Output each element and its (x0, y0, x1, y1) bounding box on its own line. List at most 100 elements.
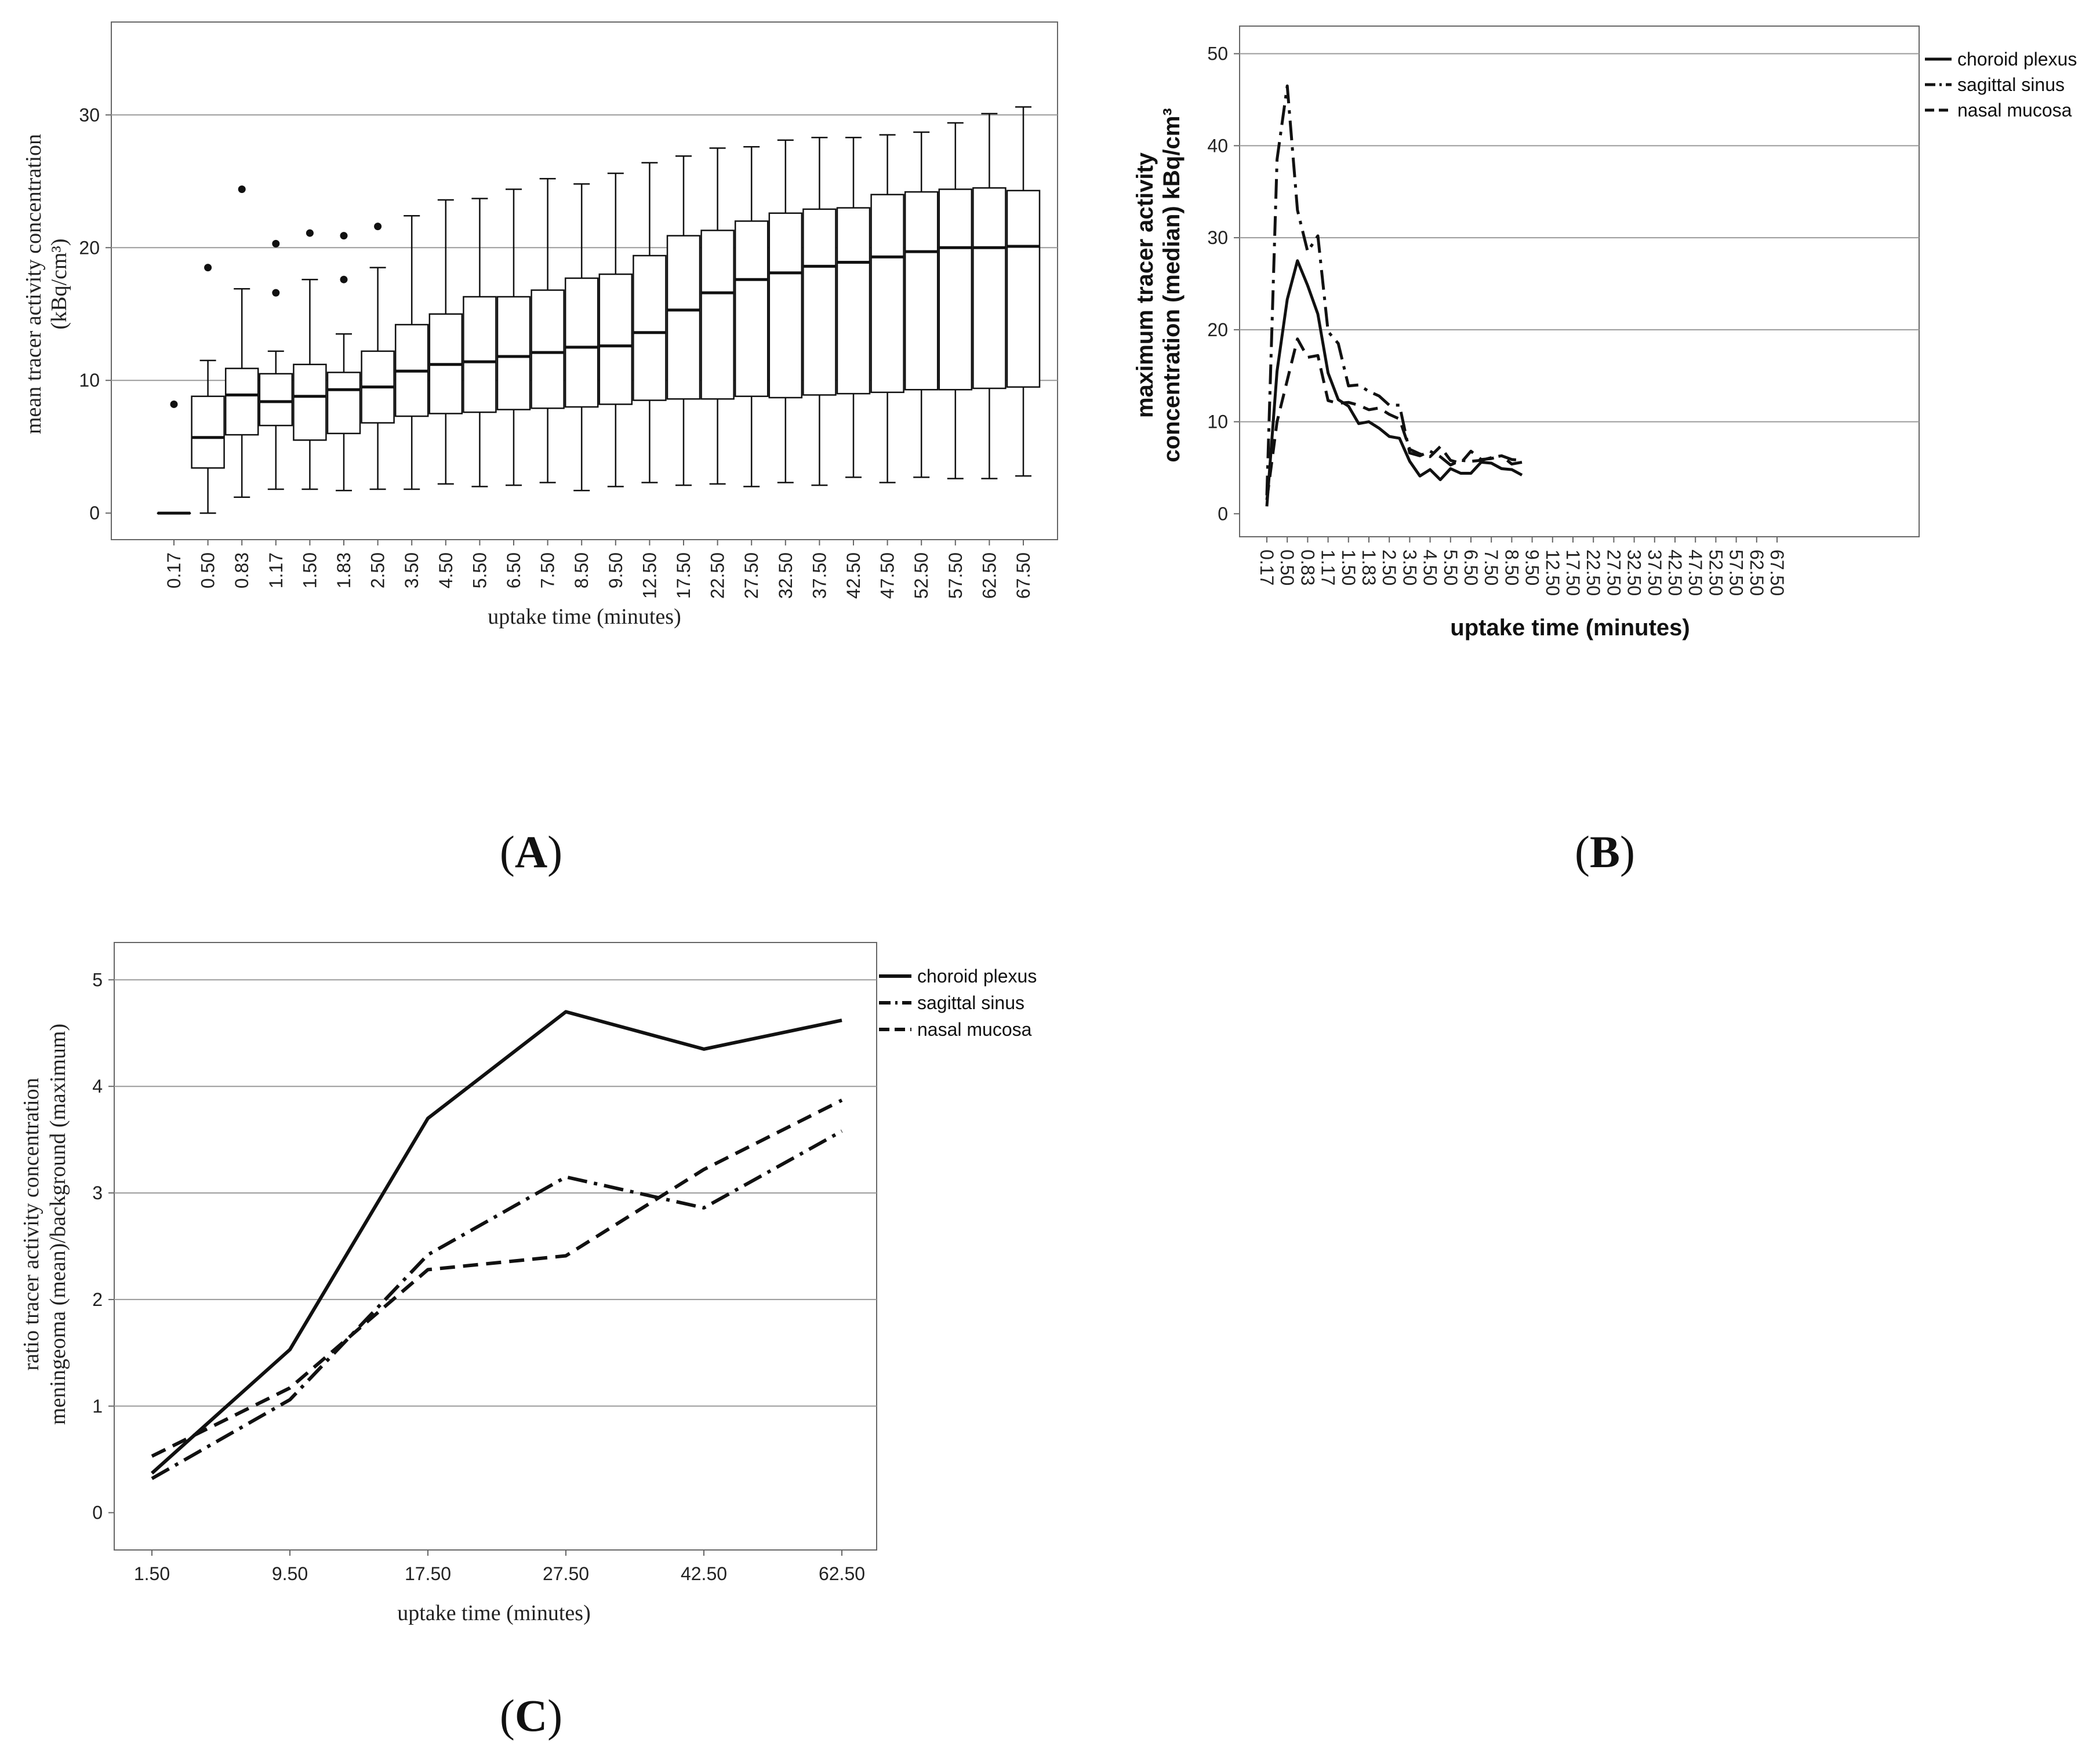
panel-b-xtick-label: 22.50 (1583, 550, 1604, 596)
panel-c-series-choroid-plexus (150, 1010, 842, 1475)
panel-c-legend-label: sagittal sinus (917, 992, 1024, 1013)
panel-b-xtick-label: 0.50 (1277, 550, 1298, 585)
panel-a-xtick-label: 4.50 (435, 552, 456, 588)
panel-a-box-67-50 (1006, 106, 1041, 477)
panel-a-ytick-label: 30 (79, 104, 100, 125)
panel-a-xtick-label: 57.50 (945, 552, 966, 599)
panel-b-xtick-label: 27.50 (1603, 550, 1624, 596)
panel-b-ytick-label: 30 (1207, 227, 1228, 248)
panel-c-series-sagittal-sinus (151, 1129, 843, 1480)
panel-a-box-0-50 (191, 264, 225, 514)
panel-a-box-iqr (531, 289, 565, 409)
panel-a-box-iqr (598, 273, 633, 405)
panel-a-box-12-50 (633, 162, 667, 483)
panel-b-ytick-label: 20 (1207, 319, 1228, 340)
panel-a-xtick-label: 47.50 (877, 552, 898, 599)
panel-a-outlier-point (340, 275, 348, 283)
panel-b-xtick-label: 8.50 (1501, 550, 1522, 585)
panel-c-xtick-label: 62.50 (819, 1563, 865, 1584)
panel-b-ytick-label: 50 (1207, 43, 1228, 64)
panel-a-box-iqr (293, 363, 327, 441)
panel-b-xtick-label: 17.50 (1563, 550, 1583, 596)
panel-a-box-iqr (768, 212, 803, 399)
panel-a-xtick-label: 42.50 (843, 552, 864, 599)
panel-b-xtick-label: 6.50 (1460, 550, 1481, 585)
panel-b-xtick-label: 7.50 (1481, 550, 1502, 585)
panel-b-legend: choroid plexus sagittal sinus nasal mucosa (1925, 49, 2077, 121)
panel-a-outlier-point (374, 223, 382, 231)
panel-a-xlabel: uptake time (minutes) (488, 605, 681, 629)
panel-b-plot-area (1239, 26, 1920, 537)
panel-a-xtick-label: 37.50 (809, 552, 830, 599)
panel-a-box-iqr (259, 373, 293, 427)
panel-b-ylabel-line2: concentration (median) kBq/cm³ (1159, 108, 1185, 462)
panel-a-box-52-50 (904, 131, 939, 478)
panel-c-xtick-label: 9.50 (272, 1563, 308, 1584)
panel-a-box-iqr (633, 254, 667, 401)
panel-b-xtick-label: 1.17 (1318, 550, 1339, 585)
panel-a-box-57-50 (938, 122, 973, 479)
panel-c-caption: (C) (500, 1690, 562, 1741)
panel-b-xtick-label: 1.50 (1338, 550, 1359, 585)
panel-a-outlier-point (204, 264, 212, 272)
panel-b-xtick-label: 37.50 (1644, 550, 1665, 596)
panel-b-xtick-label: 67.50 (1767, 550, 1787, 596)
panel-b-ytick-label: 10 (1207, 412, 1228, 432)
panel-a-box-iqr (938, 188, 973, 391)
panel-a-box-8-50 (564, 183, 599, 492)
panel-a-box-37-50 (802, 136, 837, 486)
panel-a-box-iqr (802, 208, 837, 396)
panel-a-box-iqr (496, 296, 531, 410)
panel-a-xtick-label: 1.83 (333, 552, 354, 588)
panel-a-box-1-50 (293, 229, 327, 490)
panel-a-outlier-point (340, 232, 348, 240)
panel-a-ytick-label: 20 (79, 237, 100, 258)
panel-a-ylabel-line2: (kBq/cm³) (47, 238, 71, 329)
panel-a-xtick-label: 0.83 (231, 552, 252, 588)
panel-a-ytick-label: 0 (89, 503, 100, 523)
panel-b-xtick-label: 42.50 (1665, 550, 1685, 596)
panel-a-box-3-50 (394, 215, 429, 490)
panel-a-xtick-label: 2.50 (368, 552, 388, 588)
panel-b-xtick-label: 62.50 (1746, 550, 1767, 596)
panel-c-ylabel-line1: ratio tracer activity concentration (19, 1078, 43, 1370)
panel-a-xtick-label: 52.50 (911, 552, 932, 599)
panel-b-series-choroid-plexus (1265, 259, 1523, 507)
panel-c-plot-area (114, 942, 877, 1551)
panel-a-outlier-point (272, 239, 280, 248)
panel-c-legend: choroid plexus sagittal sinus nasal mucosa (879, 966, 1037, 1040)
panel-b-xtick-label: 12.50 (1542, 550, 1563, 596)
panel-a-outlier-point (306, 229, 314, 237)
panel-b-xtick-label: 57.50 (1726, 550, 1747, 596)
panel-c-ytick-label: 0 (92, 1502, 103, 1523)
panel-c-ylabel-line2: meningeoma (mean)/background (maximum) (46, 1024, 70, 1425)
panel-a-box-iqr (870, 194, 904, 394)
panel-b-caption: (B) (1575, 827, 1635, 877)
panel-a-xtick-label: 17.50 (673, 552, 694, 599)
panel-b-legend-label: nasal mucosa (1957, 100, 2072, 121)
panel-a-box-iqr (1006, 190, 1041, 388)
panel-a-xtick-label: 1.50 (299, 552, 320, 588)
panel-a-xtick-label: 9.50 (605, 552, 626, 588)
panel-b-xtick-label: 9.50 (1522, 550, 1543, 585)
panel-a-xtick-label: 62.50 (979, 552, 1000, 599)
panel-a-box-47-50 (870, 134, 904, 483)
panel-c-ytick-label: 5 (92, 969, 103, 990)
panel-a-box-42-50 (836, 136, 871, 478)
panel-a-xtick-label: 67.50 (1013, 552, 1034, 599)
panel-a-xtick-label: 32.50 (775, 552, 796, 599)
panel-c-ytick-label: 4 (92, 1076, 103, 1097)
panel-b-chart: 0 10 20 30 40 50 0.17 0.50 0.83 1.17 1.50 1.83 2.50… (1132, 26, 2077, 641)
panel-c-series-nasal-mucosa (151, 1098, 843, 1458)
panel-b-xtick-label: 3.50 (1399, 550, 1420, 585)
panel-c-xtick-label: 42.50 (681, 1563, 727, 1584)
panel-b-ylabel-line1: maximum tracer activity (1132, 152, 1158, 418)
panel-b-series-nasal-mucosa (1265, 337, 1523, 500)
panel-c-legend-label: nasal mucosa (917, 1019, 1032, 1040)
panel-c-xlabel: uptake time (minutes) (397, 1601, 590, 1625)
panel-a-xtick-label: 5.50 (469, 552, 490, 588)
panel-a-xtick-label: 22.50 (707, 552, 728, 599)
panel-a-xtick-label: 0.17 (164, 552, 184, 588)
panel-a-box-22-50 (700, 147, 735, 485)
panel-b-xtick-label: 5.50 (1440, 550, 1461, 585)
